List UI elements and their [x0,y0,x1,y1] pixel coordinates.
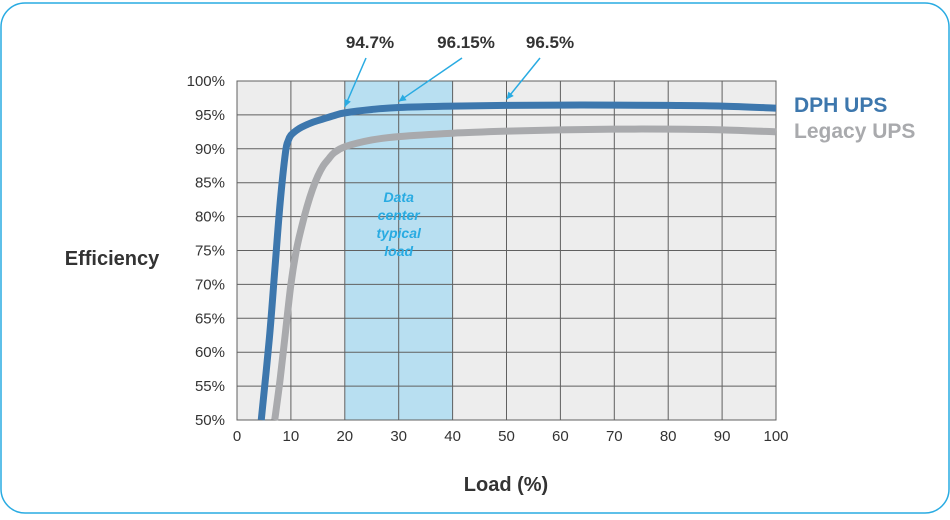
y-axis-label: Efficiency [65,248,160,270]
x-tick-label: 90 [714,428,731,445]
y-tick-labels: 50% 55% 60% 65% 70% 75% 80% 85% 90% 95% 100% [187,73,225,429]
legend: DPH UPS Legacy UPS [794,94,915,143]
band-label: Data center typical load [377,189,422,259]
annotation-arrowhead [398,94,407,102]
y-tick-label: 65% [195,310,225,327]
y-tick-label: 90% [195,141,225,158]
x-tick-label: 80 [660,428,677,445]
x-tick-label: 20 [336,428,353,445]
y-tick-label: 60% [195,344,225,361]
x-tick-label: 70 [606,428,623,445]
band-label-line: Data [384,189,415,205]
y-tick-label: 95% [195,107,225,124]
y-tick-label: 100% [187,73,225,90]
y-tick-label: 75% [195,243,225,260]
series-line [271,125,777,421]
series-lines [257,101,777,421]
x-tick-label: 10 [283,428,300,445]
band-label-line: typical [377,225,422,241]
annotation-label: 94.7% [346,33,394,52]
x-axis-label: Load (%) [464,474,548,496]
x-tick-label: 100 [763,428,788,445]
annotation-label: 96.15% [437,33,495,52]
y-tick-label: 80% [195,209,225,226]
band-label-line: load [384,243,413,259]
series-line [257,101,777,421]
x-tick-label: 0 [233,428,241,445]
y-tick-label: 85% [195,175,225,192]
legend-label: DPH UPS [794,94,887,117]
x-tick-label: 60 [552,428,569,445]
y-tick-label: 55% [195,378,225,395]
x-tick-label: 30 [390,428,407,445]
y-tick-label: 50% [195,412,225,429]
x-tick-label: 50 [498,428,515,445]
y-tick-label: 70% [195,276,225,293]
annotations: 94.7% 96.15% 96.5% [344,33,574,108]
x-tick-labels: 0 10 20 30 40 50 60 70 80 90 100 [233,428,789,445]
x-tick-label: 40 [444,428,461,445]
annotation-arrowhead [506,91,514,100]
annotation-arrow [398,57,463,103]
legend-label: Legacy UPS [794,120,915,143]
band-label-line: center [378,207,422,223]
annotation-arrowhead [344,98,351,107]
annotation-arrow [344,57,367,108]
annotation-arrow [505,57,541,100]
annotation-label: 96.5% [526,33,574,52]
